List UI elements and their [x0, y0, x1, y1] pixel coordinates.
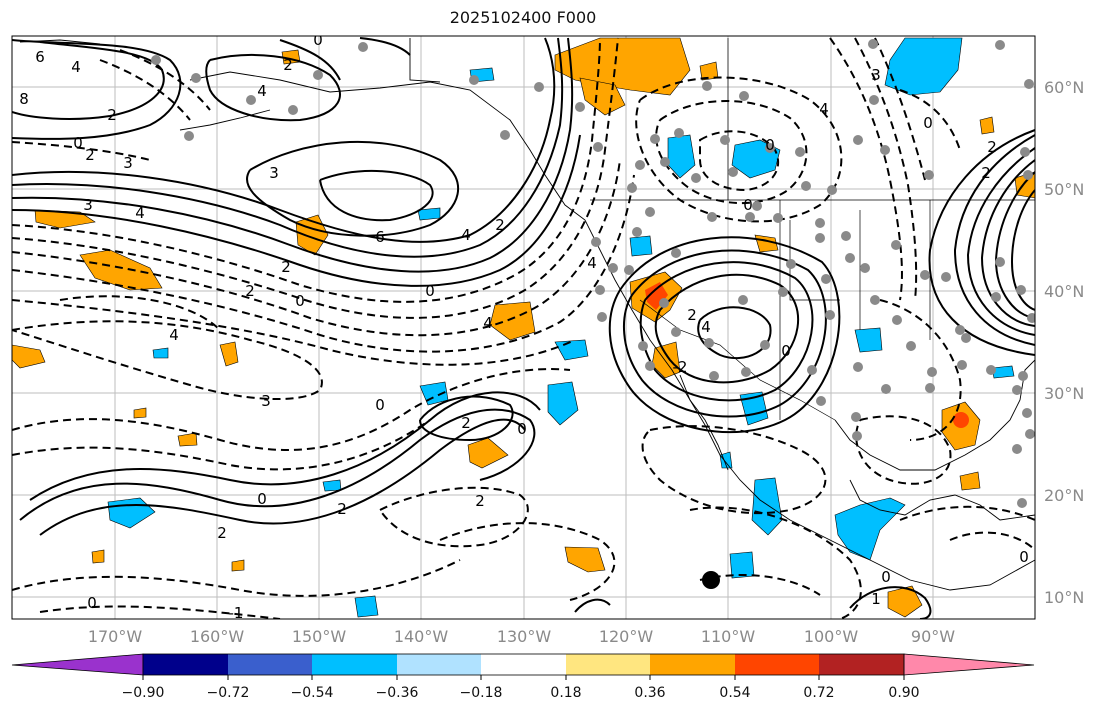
colorbar-tick-label: −0.36 [376, 685, 419, 701]
contour-label: 0 [257, 490, 267, 508]
contour-label: 2 [283, 56, 293, 74]
lat-label: 60°N [1044, 78, 1084, 97]
contour-label: 2 [475, 492, 485, 510]
station-dots [151, 39, 1035, 508]
borders [590, 38, 1035, 421]
contour-label: 0 [765, 136, 775, 154]
latitude-labels: 60°N 50°N 40°N 30°N 20°N 10°N [1044, 78, 1084, 607]
colorbar-tick-label: −0.90 [122, 685, 165, 701]
contour-label: 0 [743, 196, 753, 214]
lon-label: 140°W [394, 627, 449, 646]
contour-label: -2 [673, 358, 688, 376]
contour-label: 3 [269, 164, 279, 182]
contour-label: -1 [229, 604, 244, 622]
contour-label: 3 [123, 154, 133, 172]
colorbar-upper-extension [903, 653, 1035, 676]
colorbar-bin [143, 654, 228, 675]
contour-label: 4 [587, 254, 597, 272]
colorbar-bin [397, 654, 481, 675]
contour-label: 3 [871, 66, 881, 84]
map-frame [11, 35, 1036, 620]
contour-label: 0 [73, 134, 83, 152]
contour-label: 0 [923, 114, 933, 132]
contour-label: 0 [87, 594, 97, 612]
colorbar-tick-label: −0.72 [207, 685, 250, 701]
colorbar-tick-label: 0.54 [719, 685, 750, 701]
contour-label: 2 [687, 306, 697, 324]
lon-label: 90°W [911, 627, 955, 646]
contour-label: 2 [281, 258, 291, 276]
contour-label: 0 [781, 342, 791, 360]
longitude-labels: 170°W 160°W 150°W 140°W 130°W 120°W 110°… [88, 627, 955, 646]
positive-contours [12, 37, 1035, 619]
lat-label: 20°N [1044, 486, 1084, 505]
lon-label: 110°W [701, 627, 756, 646]
storm-position-marker [702, 571, 720, 589]
contour-label: 2 [217, 524, 227, 542]
contour-label: 0 [295, 292, 305, 310]
contour-label: 0 [313, 31, 323, 49]
colorbar-bin [481, 654, 566, 675]
contour-label: 4 [461, 226, 471, 244]
contour-label-group: 6 4 8 2 0 2 3 3 4 4 2 0 3 6 4 2 2 0 0 2 … [19, 31, 1029, 622]
contour-label: 2 [987, 138, 997, 156]
negative-contours [12, 37, 1035, 619]
colorbar-tick-label: 0.90 [888, 685, 919, 701]
colorbar-bin [312, 654, 397, 675]
gridlines [12, 36, 1035, 619]
contour-label: 4 [483, 314, 493, 332]
contour-label: 0 [1019, 548, 1029, 566]
contour-label: 0 [881, 568, 891, 586]
contour-label: 8 [19, 90, 29, 108]
contour-label: 0 [517, 420, 527, 438]
contour-label: 0 [375, 396, 385, 414]
contour-label: 2 [337, 500, 347, 518]
colorbar-tick-label: 0.18 [550, 685, 581, 701]
lat-label: 10°N [1044, 588, 1084, 607]
contour-label: 4 [701, 318, 711, 336]
contour-label: 0 [425, 282, 435, 300]
strong-positive-anomaly-areas [645, 282, 969, 428]
contour-label: 4 [135, 204, 145, 222]
contour-label: 2 [461, 414, 471, 432]
lat-label: 50°N [1044, 180, 1084, 199]
map-title: 2025102400 F000 [449, 8, 597, 27]
colorbar-tick-label: −0.54 [291, 685, 334, 701]
contour-label: 4 [819, 100, 829, 118]
contour-label: 2 [245, 282, 255, 300]
colorbar-frame [142, 653, 905, 676]
contour-label: 6 [35, 48, 45, 66]
colorbar-bin [566, 654, 650, 675]
contour-label: 4 [71, 58, 81, 76]
lat-label: 40°N [1044, 282, 1084, 301]
contour-label: 1 [871, 590, 881, 608]
contour-label: 4 [257, 82, 267, 100]
colorbar-tick-label: 0.72 [803, 685, 834, 701]
contour-label: 2 [107, 106, 117, 124]
colorbar-bin [650, 654, 735, 675]
lat-label: 30°N [1044, 384, 1084, 403]
lon-label: 150°W [292, 627, 347, 646]
colorbar-bin [735, 654, 819, 675]
colorbar-tick-label: −0.18 [460, 685, 503, 701]
colorbar-lower-extension [11, 653, 144, 676]
contour-label: 4 [169, 326, 179, 344]
lon-label: 170°W [88, 627, 143, 646]
lon-label: 100°W [804, 627, 859, 646]
lon-label: 120°W [599, 627, 654, 646]
lon-label: 130°W [497, 627, 552, 646]
colorbar: −0.90 −0.72 −0.54 −0.36 −0.18 0.18 0.36 … [11, 653, 1035, 701]
colorbar-tick-label: 0.36 [634, 685, 665, 701]
contour-label: 3 [83, 196, 93, 214]
colorbar-bin [819, 654, 904, 675]
contour-label: 3 [261, 392, 271, 410]
contour-label: 6 [375, 228, 385, 246]
colorbar-bin [228, 654, 312, 675]
contour-label: 2 [495, 216, 505, 234]
contour-label: 2 [981, 164, 991, 182]
contour-label: 2 [85, 146, 95, 164]
lon-label: 160°W [190, 627, 245, 646]
